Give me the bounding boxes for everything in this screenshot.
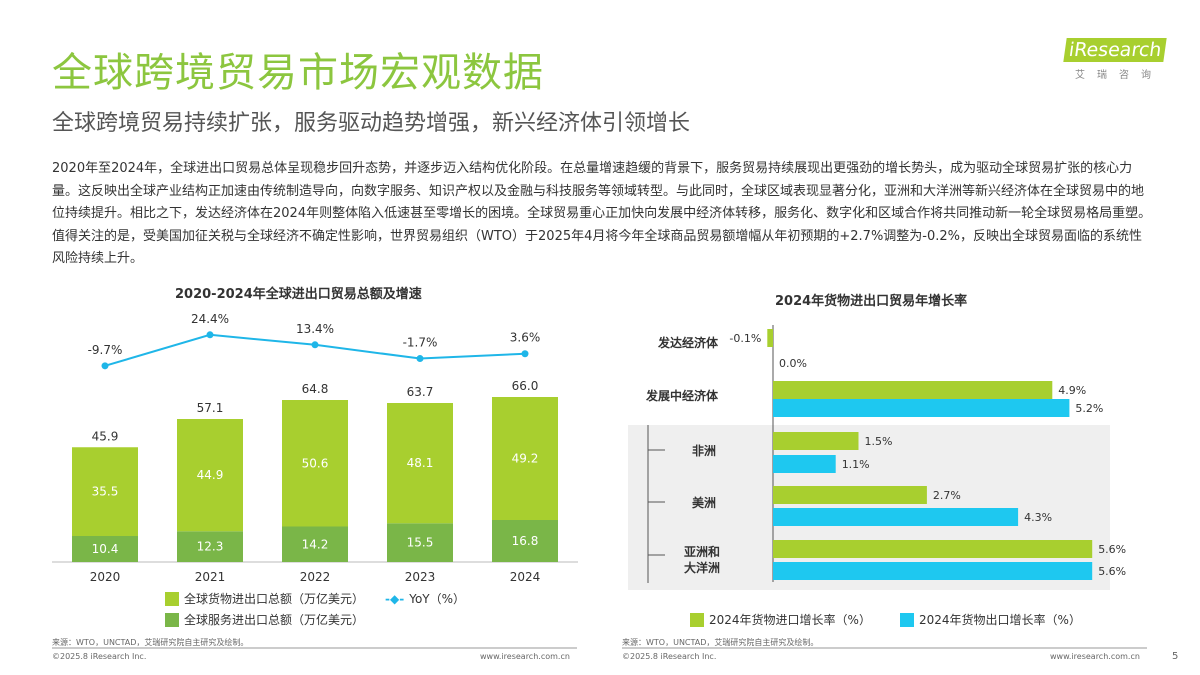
legend-goods: 全球货物进出口总额（万亿美元） [165, 590, 364, 607]
bar-import [773, 486, 927, 504]
label-total: 66.0 [512, 379, 539, 393]
label-services: 12.3 [197, 540, 224, 554]
legend-export-label: 2024年货物出口增长率（%） [919, 613, 1081, 627]
yoy-point [101, 362, 109, 370]
value-label: 1.5% [865, 435, 893, 448]
label-total: 64.8 [302, 382, 329, 396]
label-goods: 48.1 [407, 456, 434, 470]
logo-cn: 艾瑞咨询 [1075, 70, 1163, 81]
category-label: 美洲 [692, 495, 716, 510]
legend-import: 2024年货物进口增长率（%） [690, 611, 871, 628]
x-tick-label: 2022 [300, 570, 331, 584]
value-label: 1.1% [842, 458, 870, 471]
value-label: 5.2% [1075, 402, 1103, 415]
bar-export [773, 399, 1070, 417]
category-label: 大洋洲 [684, 560, 720, 575]
legend-goods-label: 全球货物进出口总额（万亿美元） [184, 592, 365, 606]
bar-import [767, 329, 773, 347]
legend-services: 全球服务进出口总额（万亿美元） [165, 611, 364, 628]
bar-goods [282, 400, 348, 527]
copyright-right: ©2025.8 iResearch Inc. [622, 652, 717, 661]
value-label: 0.0% [779, 357, 807, 370]
x-tick-label: 2021 [195, 570, 226, 584]
copyright-left: ©2025.8 iResearch Inc. [52, 652, 147, 661]
yoy-label: 3.6% [510, 331, 541, 345]
yoy-label: 24.4% [191, 312, 229, 326]
page-title: 全球跨境贸易市场宏观数据 [52, 50, 544, 96]
value-label: -0.1% [729, 332, 761, 345]
label-goods: 35.5 [92, 485, 119, 499]
source-left: 来源：WTO，UNCTAD，艾瑞研究院自主研究及绘制。 [52, 638, 249, 647]
line-marker-icon: -◆- [385, 591, 405, 606]
divider [622, 647, 1147, 649]
x-tick-label: 2023 [405, 570, 436, 584]
right-chart-title: 2024年货物进出口贸易年增长率 [775, 294, 968, 309]
bar-import [773, 540, 1093, 558]
source-right: 来源：WTO，UNCTAD，艾瑞研究院自主研究及绘制。 [622, 638, 819, 647]
yoy-label: -1.7% [403, 336, 438, 350]
x-tick-label: 2024 [510, 570, 541, 584]
bar-export [773, 455, 836, 473]
page-number: 5 [1172, 651, 1179, 662]
yoy-point [311, 341, 319, 349]
label-total: 45.9 [92, 429, 119, 443]
label-goods: 44.9 [197, 468, 224, 482]
category-label: 发展中经济体 [645, 388, 719, 403]
value-label: 5.6% [1098, 543, 1126, 556]
label-total: 57.1 [197, 401, 224, 415]
label-services: 10.4 [92, 542, 119, 556]
value-label: 5.6% [1098, 565, 1126, 578]
category-label: 非洲 [692, 443, 716, 458]
url-left: www.iresearch.com.cn [480, 652, 570, 661]
label-total: 63.7 [407, 385, 434, 399]
yoy-label: 13.4% [296, 322, 334, 336]
bar-services [492, 520, 558, 562]
divider [52, 647, 577, 649]
yoy-point [206, 331, 214, 339]
value-label: 2.7% [933, 489, 961, 502]
yoy-point [416, 355, 424, 363]
url-right: www.iresearch.com.cn [1050, 652, 1140, 661]
left-chart-title: 2020-2024年全球进出口贸易总额及增速 [175, 287, 422, 302]
label-goods: 49.2 [512, 452, 539, 466]
label-services: 16.8 [512, 534, 539, 548]
value-label: 4.3% [1024, 511, 1052, 524]
legend-export: 2024年货物出口增长率（%） [900, 611, 1081, 628]
bar-services [72, 536, 138, 562]
bar-services [282, 526, 348, 562]
bar-export [773, 562, 1093, 580]
value-label: 4.9% [1058, 384, 1086, 397]
category-label: 发达经济体 [657, 335, 719, 350]
bar-services [177, 531, 243, 562]
label-goods: 50.6 [302, 456, 329, 470]
right-chart: 发达经济体 -0.1% 0.0% 发展中经济体 4.9% 5.2% 非洲 1.5% 1.1% 美洲… [645, 325, 1126, 583]
bar-export [773, 508, 1019, 526]
legend-import-label: 2024年货物进口增长率（%） [709, 613, 871, 627]
legend-yoy-label: YoY（%） [409, 592, 466, 606]
bar-goods [177, 419, 243, 532]
label-services: 15.5 [407, 536, 434, 550]
bar-import [773, 432, 859, 450]
left-chart: 10.4 35.5 45.9 2020 12.3 44.9 57.1 2021 14.2 50.6… [52, 312, 578, 584]
yoy-label: -9.7% [88, 343, 123, 357]
yoy-point [521, 350, 529, 358]
page-subtitle: 全球跨境贸易持续扩张，服务驱动趋势增强，新兴经济体引领增长 [52, 111, 691, 136]
legend-yoy: -◆- YoY（%） [385, 590, 465, 607]
iresearch-logo: iResearch 艾瑞咨询 [1063, 38, 1170, 81]
bar-goods [492, 397, 558, 520]
bar-goods [387, 403, 453, 524]
body-text: 2020年至2024年，全球进出口贸易总体呈现稳步回升态势，并逐步迈入结构优化阶… [52, 161, 1152, 266]
bar-services [387, 523, 453, 562]
x-tick-label: 2020 [90, 570, 121, 584]
category-label: 亚洲和 [684, 544, 720, 559]
bar-goods [72, 447, 138, 536]
bar-import [773, 381, 1053, 399]
legend-services-label: 全球服务进出口总额（万亿美元） [184, 613, 365, 627]
label-services: 14.2 [302, 537, 329, 551]
